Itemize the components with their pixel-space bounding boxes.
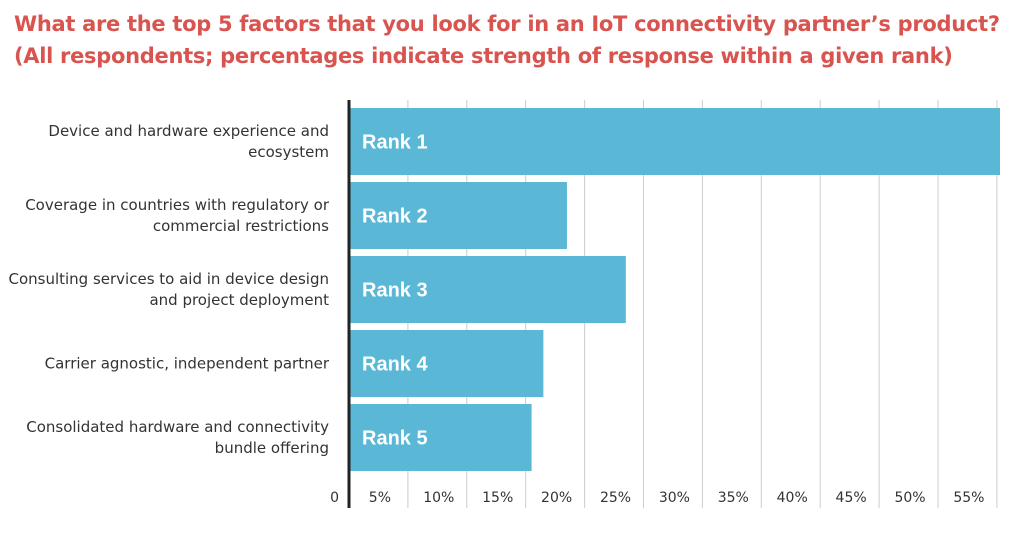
- x-tick-label: 25%: [600, 490, 631, 506]
- x-tick-label: 35%: [718, 490, 749, 506]
- bar-label: Rank 5: [362, 428, 428, 450]
- x-tick-label: 40%: [777, 490, 808, 506]
- bar: [350, 256, 626, 323]
- x-tick-label: 10%: [423, 490, 454, 506]
- category-label: bundle offering: [215, 439, 329, 457]
- bar: [350, 404, 532, 471]
- category-label: commercial restrictions: [153, 217, 329, 235]
- bar-label: Rank 4: [362, 354, 428, 376]
- x-tick-label: 50%: [894, 490, 925, 506]
- bar-label: Rank 1: [362, 132, 428, 154]
- category-label: Device and hardware experience and: [48, 122, 329, 140]
- x-tick-label: 20%: [541, 490, 572, 506]
- bar: [350, 182, 567, 249]
- category-label: Carrier agnostic, independent partner: [45, 355, 330, 373]
- category-label: Consulting services to aid in device des…: [8, 270, 329, 288]
- x-tick-label: 0: [330, 490, 339, 506]
- title-line-2: (All respondents; percentages indicate s…: [14, 44, 953, 68]
- bar: [350, 108, 1000, 175]
- x-tick-label: 15%: [482, 490, 513, 506]
- category-label: Coverage in countries with regulatory or: [25, 196, 330, 214]
- bar: [350, 330, 544, 397]
- chart-title: What are the top 5 factors that you look…: [14, 8, 1014, 72]
- category-label: ecosystem: [248, 143, 329, 161]
- category-label: and project deployment: [149, 291, 329, 309]
- x-tick-label: 45%: [836, 490, 867, 506]
- bar-label: Rank 3: [362, 280, 428, 302]
- x-tick-label: 30%: [659, 490, 690, 506]
- x-tick-label: 5%: [369, 490, 391, 506]
- x-tick-label: 55%: [953, 490, 984, 506]
- title-line-1: What are the top 5 factors that you look…: [14, 12, 1000, 36]
- bar-label: Rank 2: [362, 206, 428, 228]
- category-label: Consolidated hardware and connectivity: [26, 418, 329, 436]
